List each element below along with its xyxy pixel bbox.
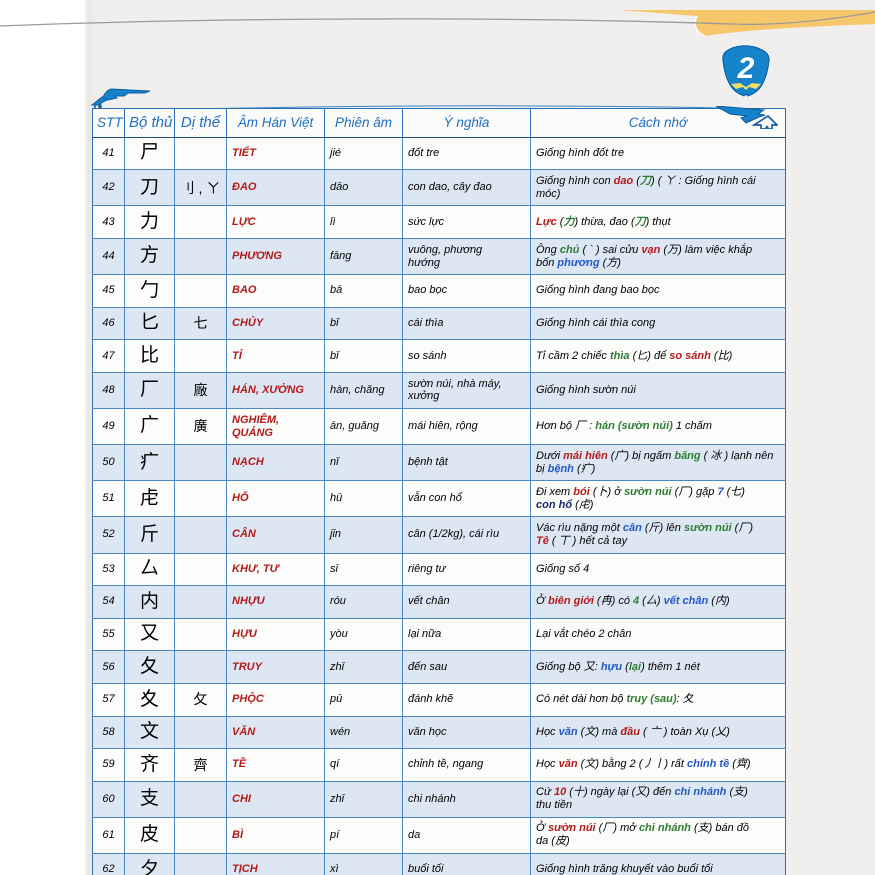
svg-text:2: 2 [737,52,755,85]
